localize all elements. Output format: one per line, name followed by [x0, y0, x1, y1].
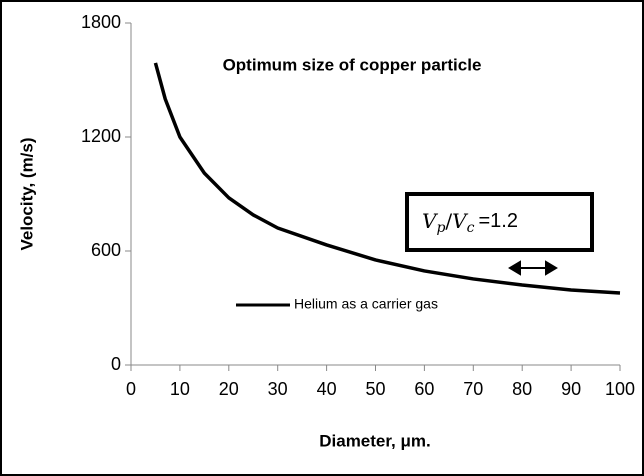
x-tick-label: 30 — [268, 379, 288, 399]
x-tick-label: 50 — [365, 379, 385, 399]
ann-part: p — [436, 220, 445, 236]
x-tick-label: 60 — [414, 379, 434, 399]
annotation-box — [405, 192, 594, 252]
ann-part: V — [452, 209, 469, 233]
legend-label: Helium as a carrier gas — [294, 296, 438, 312]
ann-part: =1.2 — [478, 210, 517, 232]
x-tick-label: 100 — [605, 379, 635, 399]
chart-title: Optimum size of copper particle — [223, 55, 482, 74]
line — [153, 62, 621, 295]
x-tick-label: 80 — [512, 379, 532, 399]
x-tick-label: 40 — [317, 379, 337, 399]
y-tick-label: 600 — [91, 240, 121, 260]
y-axis-label: Velocity, (m/s) — [17, 137, 36, 250]
y-tick-label: 0 — [111, 354, 121, 374]
x-axis-label: Diameter, μm. — [319, 431, 431, 450]
x-tick-label: 0 — [126, 379, 136, 399]
x-tick-label: 10 — [170, 379, 190, 399]
ann-part: c — [467, 220, 475, 236]
x-tick-label: 90 — [561, 379, 581, 399]
ann-part: / — [445, 209, 452, 233]
annotation: Vp/Vc =1.2 — [422, 209, 518, 237]
x-tick-label: 70 — [463, 379, 483, 399]
y-tick-label: 1200 — [81, 126, 121, 146]
ann-part: V — [422, 209, 439, 233]
y-tick-label: 1800 — [81, 12, 121, 32]
x-tick-label: 20 — [219, 379, 239, 399]
double-arrow — [508, 260, 558, 276]
